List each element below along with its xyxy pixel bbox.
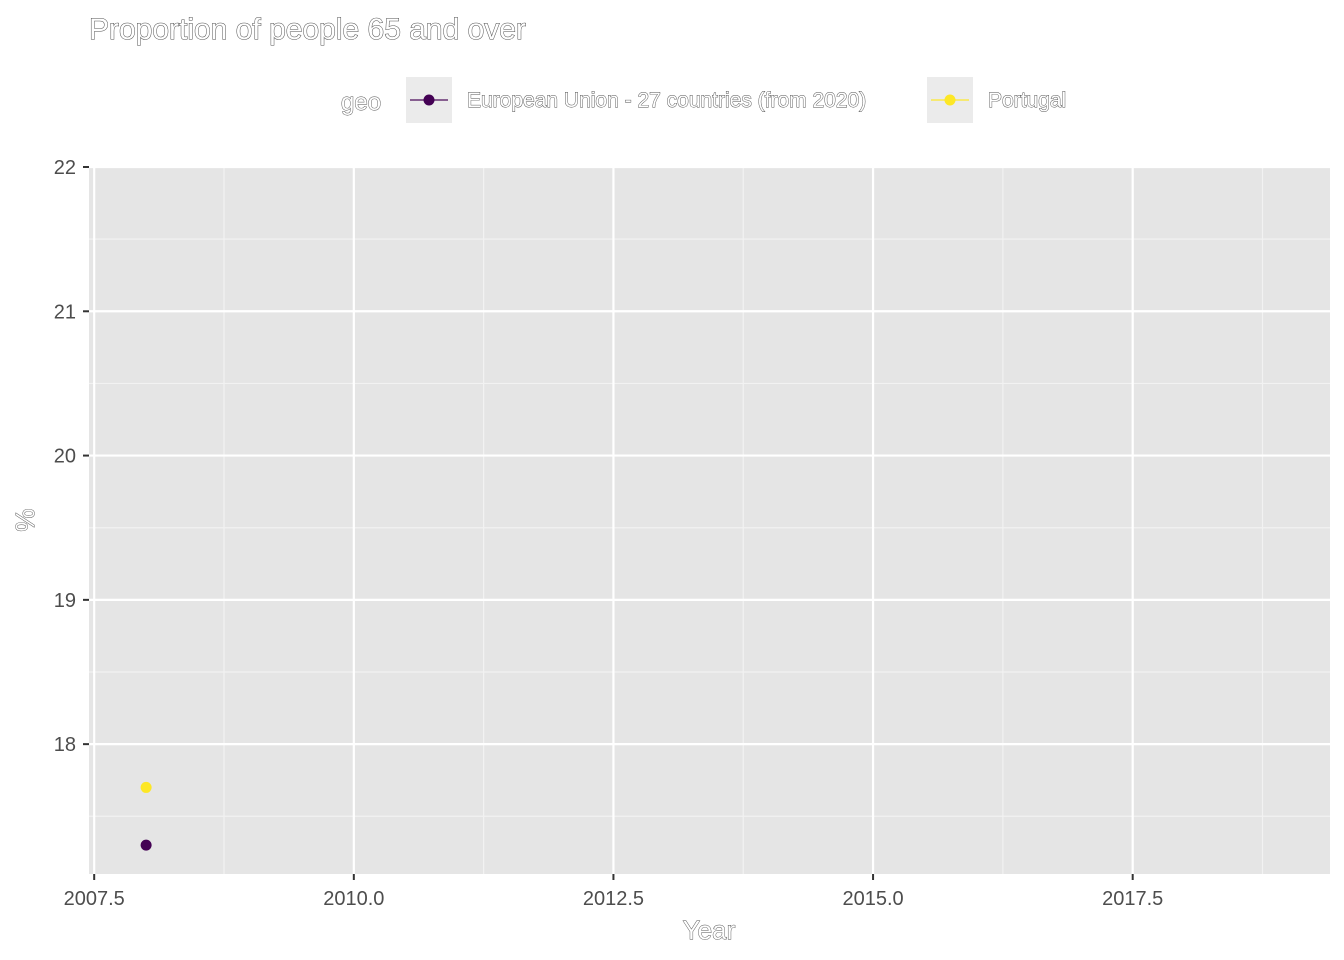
legend-label: Portugal (988, 89, 1066, 112)
legend-label: European Union - 27 countries (from 2020… (467, 89, 866, 112)
plot-panel (89, 167, 1330, 874)
legend: geo European Union - 27 countries (from … (341, 77, 1067, 123)
chart-title: Proportion of people 65 and over (89, 13, 526, 46)
legend-title: geo (341, 89, 381, 116)
data-points (140, 781, 152, 851)
grid-major (89, 165, 1330, 874)
y-tick-label: 20 (54, 446, 76, 468)
data-point-series-0 (140, 839, 152, 851)
y-tick-label: 22 (54, 157, 76, 179)
legend-key-point (944, 94, 956, 106)
x-tick-label: 2015.0 (842, 888, 903, 910)
y-tick-label: 18 (54, 734, 76, 756)
grid-minor (89, 167, 1330, 874)
x-axis: 2007.5 2010.0 2012.5 2015.0 2017.5 (64, 874, 1163, 910)
legend-item: European Union - 27 countries (from 2020… (406, 77, 867, 123)
legend-item: Portugal (927, 77, 1067, 123)
x-tick-label: 2010.0 (323, 888, 384, 910)
x-tick-label: 2017.5 (1102, 888, 1163, 910)
y-axis-label: % (10, 508, 40, 531)
data-point-series-1 (140, 781, 152, 793)
y-tick-label: 19 (54, 590, 76, 612)
x-axis-label: Year (683, 915, 736, 945)
x-tick-label: 2012.5 (583, 888, 644, 910)
y-tick-label: 21 (54, 301, 76, 323)
legend-key-point (423, 94, 435, 106)
x-tick-label: 2007.5 (64, 888, 125, 910)
y-axis: 18 19 20 21 22 (54, 157, 89, 756)
